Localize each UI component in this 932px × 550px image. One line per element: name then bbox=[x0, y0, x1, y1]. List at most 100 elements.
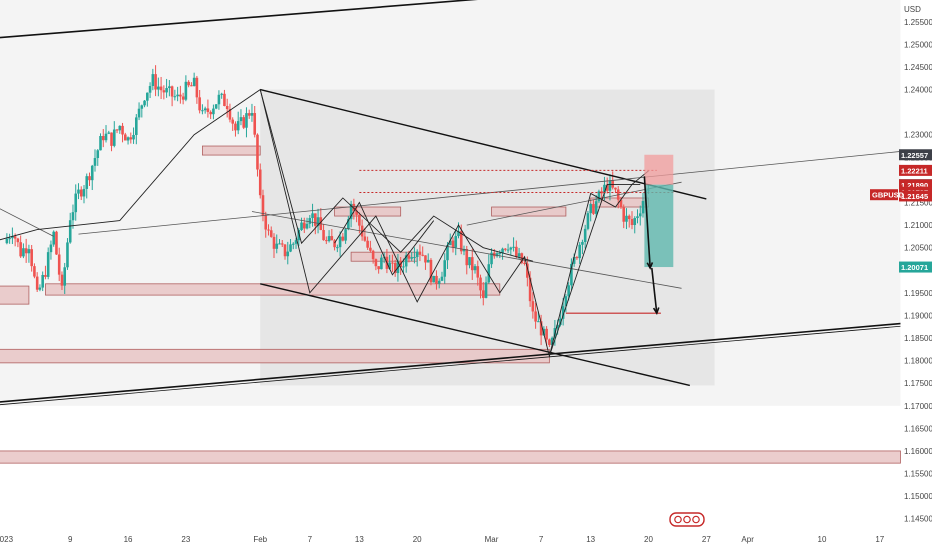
candle-body bbox=[567, 285, 570, 297]
price-tick-label: 1.21000 bbox=[904, 221, 932, 230]
candle-body bbox=[258, 169, 262, 196]
candle-body bbox=[201, 110, 204, 112]
price-tick-label: 1.18500 bbox=[904, 334, 932, 343]
candle-body bbox=[448, 240, 452, 246]
price-tick-label: 1.25500 bbox=[904, 18, 932, 27]
candle-body bbox=[470, 257, 474, 271]
price-tick-label: 1.18000 bbox=[904, 357, 932, 366]
arrow-head-icon bbox=[652, 307, 660, 316]
candle-body bbox=[146, 92, 149, 101]
candle-body bbox=[311, 213, 314, 219]
candle-body bbox=[159, 86, 163, 91]
candle-body bbox=[506, 249, 510, 251]
candle-body bbox=[96, 150, 100, 159]
candle-body bbox=[8, 238, 11, 240]
candle-body bbox=[443, 260, 447, 277]
candle-body bbox=[286, 251, 290, 257]
time-tick-label: 7 bbox=[539, 535, 544, 544]
candle-body bbox=[112, 129, 116, 146]
candle-body bbox=[352, 203, 356, 211]
zone-layer bbox=[0, 0, 901, 464]
candle-body bbox=[151, 74, 155, 87]
trend-line bbox=[251, 211, 682, 289]
candle-body bbox=[184, 81, 188, 100]
price-axis[interactable]: USD 1.25500 1.25000 1.24500 1.24000 1.23000 1… bbox=[904, 5, 932, 524]
time-tick-label: 13 bbox=[586, 535, 595, 544]
candle-body bbox=[636, 216, 639, 219]
candle-body bbox=[501, 248, 504, 253]
zigzag-pattern-line bbox=[548, 170, 649, 357]
time-axis[interactable]: 2023 9 16 23 Feb 7 13 20 Mar 7 13 20 27 Apr 10 17 bbox=[0, 535, 885, 544]
time-tick-label: 27 bbox=[702, 535, 711, 544]
candle-body bbox=[316, 217, 320, 226]
candle-body bbox=[135, 117, 138, 135]
candle-body bbox=[250, 113, 254, 116]
candle-body bbox=[302, 222, 306, 229]
candle-body bbox=[66, 242, 69, 268]
candle-body bbox=[278, 243, 281, 245]
price-tick-label: 1.16500 bbox=[904, 424, 932, 433]
price-tag bbox=[899, 179, 932, 191]
candle-body bbox=[600, 191, 603, 194]
candle-body bbox=[603, 184, 606, 194]
price-tag bbox=[899, 149, 932, 161]
price-tick-label: 1.19500 bbox=[904, 289, 932, 298]
logo-circle-icon bbox=[674, 515, 682, 524]
candle-body bbox=[380, 257, 383, 270]
candle-body bbox=[504, 248, 507, 250]
candle-body bbox=[231, 119, 234, 124]
candle-body bbox=[214, 104, 218, 109]
candle-body bbox=[41, 274, 44, 288]
supply-demand-zone bbox=[334, 206, 402, 217]
candle-body bbox=[71, 212, 75, 221]
time-tick-label: Apr bbox=[741, 535, 754, 544]
price-tick-label: 1.16000 bbox=[904, 447, 932, 456]
candle-body bbox=[16, 238, 20, 243]
candle-body bbox=[586, 213, 590, 229]
candle-body bbox=[300, 222, 303, 231]
candle-body bbox=[592, 204, 595, 214]
candle-body bbox=[107, 132, 111, 134]
candle-body bbox=[228, 109, 232, 120]
candle-body bbox=[583, 228, 587, 242]
position-stop-zone bbox=[644, 154, 674, 185]
candle-body bbox=[625, 215, 628, 222]
candle-body bbox=[234, 123, 237, 131]
candle-body bbox=[239, 117, 243, 122]
candle-body bbox=[490, 252, 493, 265]
candle-body bbox=[253, 113, 257, 135]
candle-body bbox=[297, 230, 301, 241]
candle-body bbox=[60, 274, 64, 286]
price-tick-label: 1.25000 bbox=[904, 40, 932, 49]
candle-body bbox=[421, 254, 425, 256]
price-tags: 1.225571.222111.218941.218901.217271.216… bbox=[870, 149, 932, 273]
candle-body bbox=[57, 254, 61, 275]
tradingview-logo-badge[interactable] bbox=[669, 512, 705, 527]
candle-body bbox=[82, 188, 86, 197]
candle-body bbox=[280, 243, 284, 245]
price-tag-label: 1.20071 bbox=[901, 263, 928, 272]
candle-body bbox=[349, 203, 353, 220]
supply-demand-zone bbox=[491, 206, 567, 217]
time-tick-label: 20 bbox=[413, 535, 422, 544]
candle-body bbox=[209, 111, 212, 115]
candle-body bbox=[633, 218, 637, 226]
candle-body bbox=[192, 77, 196, 87]
candle-body bbox=[550, 337, 554, 345]
candle-body bbox=[465, 248, 469, 266]
candle-body bbox=[225, 105, 229, 110]
candle-body bbox=[157, 86, 160, 90]
candle-body bbox=[534, 311, 537, 322]
trend-line bbox=[0, 208, 54, 237]
time-tick-label: 9 bbox=[68, 535, 73, 544]
candle-body bbox=[341, 236, 345, 241]
candle-body bbox=[195, 77, 199, 98]
candle-body bbox=[336, 247, 339, 249]
time-tick-label: Feb bbox=[253, 535, 267, 544]
candle-body bbox=[88, 176, 91, 181]
candle-body bbox=[627, 215, 631, 220]
candle-body bbox=[30, 249, 33, 267]
trend-line bbox=[0, 0, 478, 39]
price-tick-label: 1.15000 bbox=[904, 492, 932, 501]
